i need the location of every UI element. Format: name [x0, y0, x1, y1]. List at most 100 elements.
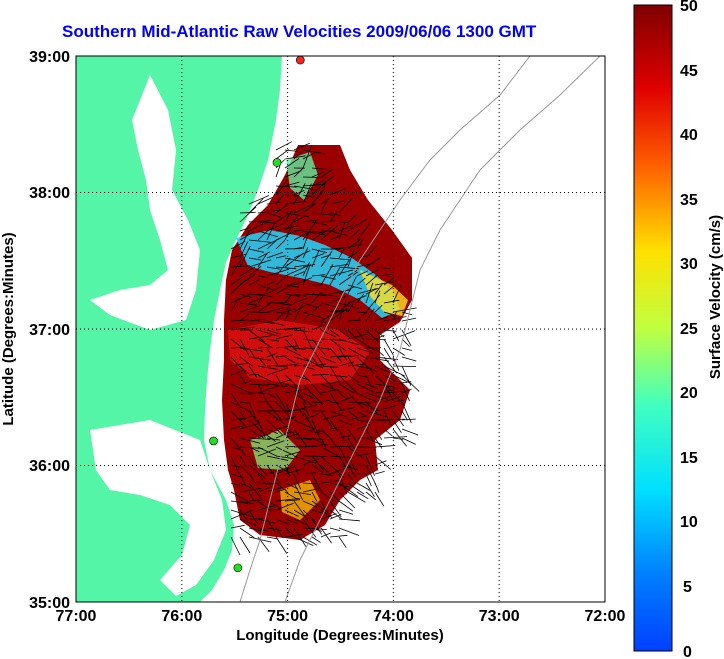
velocity-arrow	[257, 301, 274, 313]
velocity-patch-cyan	[236, 230, 400, 318]
velocity-arrow	[392, 437, 404, 440]
velocity-arrow	[329, 212, 342, 217]
velocity-arrow	[338, 355, 359, 358]
velocity-patch-yellow	[360, 270, 408, 316]
velocity-arrow	[284, 509, 299, 517]
colorbar-tick: 20	[680, 385, 698, 402]
velocity-arrow	[257, 197, 273, 205]
velocity-arrow	[257, 365, 278, 370]
velocity-arrow	[293, 246, 305, 250]
velocity-arrow	[266, 368, 287, 376]
velocity-arrow	[374, 471, 385, 475]
velocity-arrow	[284, 170, 302, 178]
chesapeake-bay	[90, 75, 200, 330]
velocity-arrow	[230, 455, 240, 474]
velocity-arrow	[293, 185, 317, 191]
velocity-arrow	[320, 464, 333, 477]
velocity-arrow	[248, 257, 262, 261]
velocity-arrow	[401, 388, 412, 394]
velocity-arrow	[293, 338, 300, 350]
velocity-arrow	[302, 302, 319, 309]
velocity-arrow	[248, 455, 257, 468]
velocity-arrow	[311, 179, 325, 187]
velocity-arrow	[383, 316, 407, 322]
velocity-arrow	[329, 445, 353, 448]
velocity-arrow	[347, 415, 368, 421]
velocity-arrow	[284, 293, 300, 297]
velocity-arrow	[266, 466, 290, 475]
velocity-arrow	[230, 509, 253, 520]
colorbar-tick: 15	[680, 450, 698, 467]
velocity-arrow	[374, 347, 384, 357]
velocity-arrow	[293, 509, 305, 517]
velocity-arrow	[293, 392, 312, 406]
velocity-arrow	[329, 419, 338, 432]
velocity-arrow	[248, 279, 260, 286]
plot-frame	[75, 55, 606, 603]
velocity-arrow	[320, 200, 328, 214]
velocity-arrow	[320, 437, 327, 449]
velocity-arrow	[356, 288, 377, 295]
velocity-arrow	[284, 308, 296, 313]
velocity-arrow	[257, 385, 280, 394]
velocity-arrow	[293, 437, 312, 440]
velocity-arrow	[239, 416, 252, 421]
velocity-arrow	[329, 269, 354, 277]
velocity-arrow	[266, 428, 279, 434]
velocity-arrow	[320, 250, 333, 268]
velocity-arrow	[320, 293, 337, 297]
velocity-arrow	[356, 254, 370, 259]
velocity-arrow	[266, 221, 278, 225]
velocity-arrow	[293, 142, 310, 151]
velocity-arrow	[284, 347, 301, 356]
velocity-arrow	[347, 428, 359, 444]
velocity-arrow	[275, 229, 298, 241]
velocity-arrow	[365, 356, 390, 362]
velocity-arrow	[338, 299, 347, 322]
velocity-arrow	[338, 286, 355, 295]
velocity-arrow	[239, 266, 256, 277]
velocity-arrow	[347, 284, 362, 290]
velocity-arrow	[248, 223, 264, 232]
velocity-arrow	[302, 176, 327, 179]
velocity-arrow	[365, 374, 372, 388]
velocity-arrow	[302, 458, 320, 466]
velocity-arrow	[302, 219, 320, 223]
velocity-arrow	[392, 329, 400, 342]
velocity-arrow	[248, 373, 260, 376]
velocity-arrow	[284, 181, 300, 187]
velocity-arrow	[248, 401, 257, 419]
velocity-arrow	[311, 320, 327, 323]
velocity-arrow	[320, 428, 331, 438]
velocity-arrow	[320, 414, 342, 421]
velocity-arrow	[302, 232, 310, 250]
x-tick: 74:00	[373, 608, 414, 625]
colorbar-tick: 5	[683, 579, 692, 596]
velocity-arrow	[275, 425, 290, 430]
velocity-arrow	[275, 179, 289, 196]
velocity-arrow	[275, 355, 287, 358]
velocity-arrow	[293, 473, 302, 490]
velocity-arrow	[266, 419, 283, 435]
velocity-arrow	[248, 329, 266, 343]
velocity-arrow	[266, 280, 277, 286]
velocity-arrow	[275, 306, 290, 322]
velocity-arrow	[311, 491, 318, 502]
velocity-arrow	[311, 455, 325, 472]
velocity-arrow	[347, 276, 357, 295]
velocity-arrow	[275, 527, 284, 539]
velocity-arrow	[338, 392, 348, 400]
velocity-arrow	[320, 383, 343, 393]
velocity-arrow	[284, 284, 300, 288]
velocity-arrow	[257, 228, 271, 241]
velocity-arrow	[284, 491, 298, 500]
velocity-arrow	[248, 311, 271, 313]
velocity-arrow	[239, 356, 253, 367]
velocity-arrow	[401, 317, 417, 322]
velocity-arrow	[230, 253, 247, 259]
velocity-arrow	[338, 500, 354, 512]
velocity-arrow	[347, 295, 367, 304]
velocity-arrow	[365, 446, 377, 448]
x-tick: 72:00	[585, 608, 626, 625]
